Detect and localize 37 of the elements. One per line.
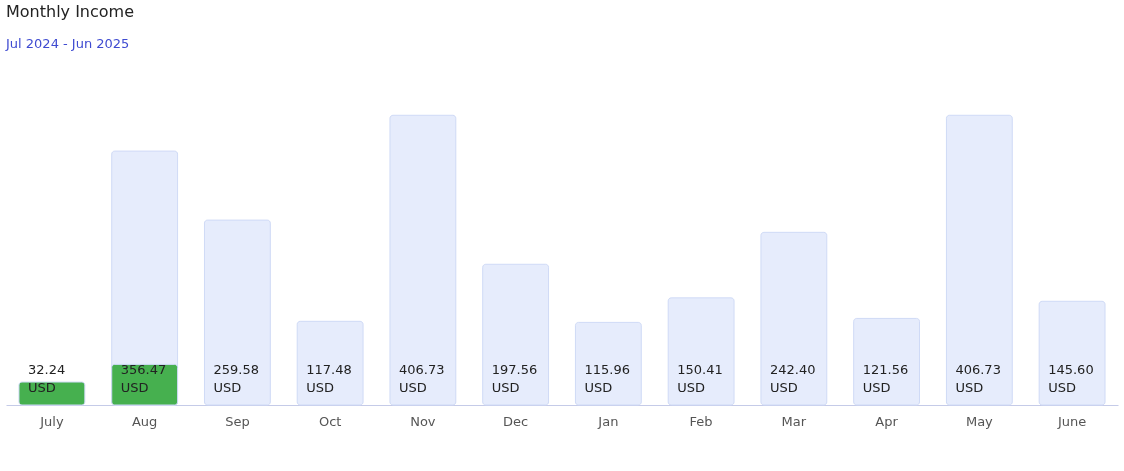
bar	[574, 321, 642, 406]
data-label: 259.58 USD	[213, 362, 259, 395]
x-tick-label: Feb	[689, 413, 713, 429]
bar	[853, 317, 921, 406]
data-label: 32.24 USD	[27, 362, 66, 395]
bar	[667, 297, 735, 406]
x-tick-label: Oct	[318, 413, 342, 429]
bar	[760, 231, 828, 406]
bar	[945, 114, 1013, 406]
x-tick-label: June	[1056, 413, 1087, 429]
x-tick-label: Sep	[225, 413, 250, 429]
bar	[389, 114, 457, 406]
x-tick-label: May	[965, 413, 994, 429]
data-label: 150.41 USD	[677, 362, 723, 395]
data-label: 197.56 USD	[491, 362, 538, 395]
data-label: 121.56 USD	[862, 362, 909, 395]
data-label: 406.73 USD	[398, 362, 445, 395]
bar	[18, 381, 86, 406]
bar	[1038, 300, 1106, 406]
x-tick-label: Nov	[410, 413, 436, 429]
data-label: 406.73 USD	[955, 362, 1001, 395]
data-label: 356.47 USD	[120, 362, 167, 395]
x-tick-label: Dec	[503, 413, 529, 429]
bar	[482, 263, 550, 406]
x-tick-label: Mar	[781, 413, 807, 429]
chart-title: Monthly Income	[6, 2, 135, 21]
data-label: 242.40 USD	[769, 362, 816, 395]
x-tick-label: July	[39, 413, 64, 429]
data-label: 145.60 USD	[1048, 362, 1094, 395]
x-tick-label: Aug	[131, 413, 158, 429]
data-label: 115.96 USD	[584, 362, 630, 395]
bar	[203, 219, 271, 406]
chart-subtitle: Jul 2024 - Jun 2025	[5, 36, 130, 51]
x-tick-label: Apr	[875, 413, 899, 429]
bar	[296, 320, 364, 406]
x-tick-label: Jan	[597, 413, 619, 429]
data-label: 117.48 USD	[306, 362, 352, 395]
